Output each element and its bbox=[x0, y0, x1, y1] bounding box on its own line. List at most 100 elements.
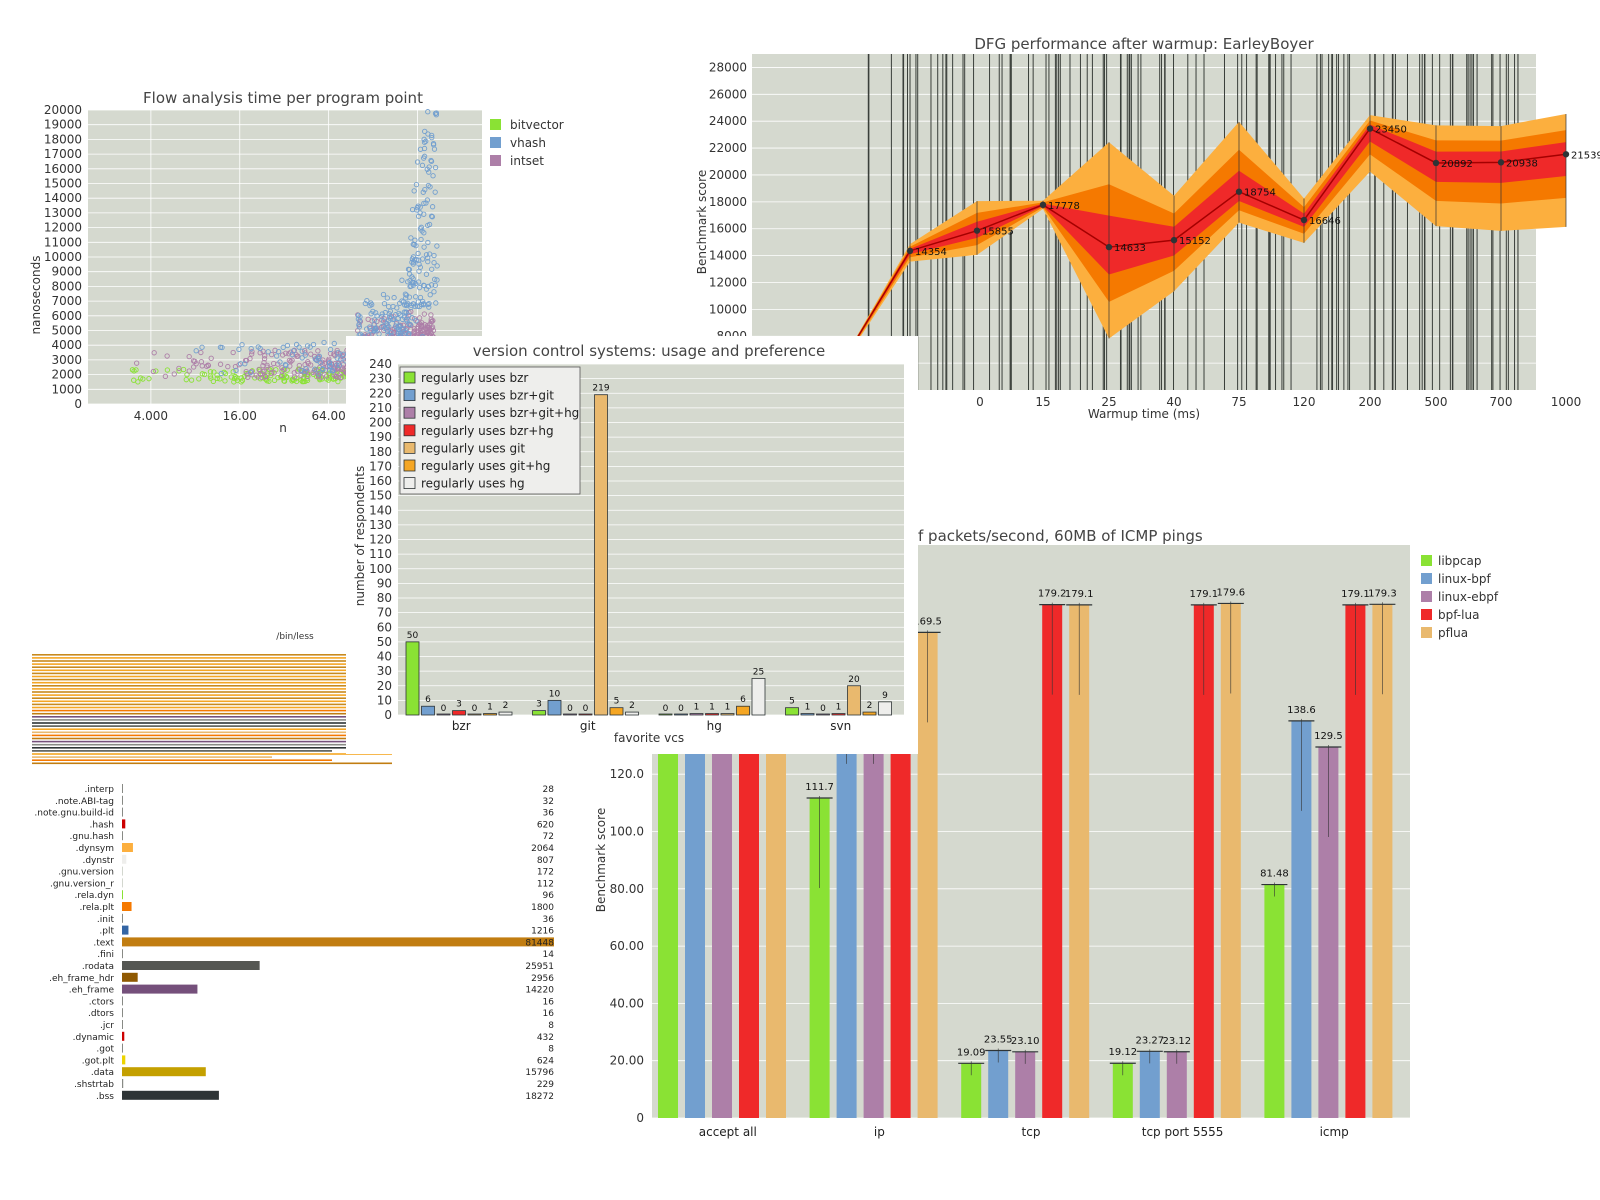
vhash-point bbox=[415, 299, 422, 305]
section-name: .gnu.version_r bbox=[50, 879, 114, 889]
section-bar bbox=[122, 984, 198, 994]
section-name: .shstrtab bbox=[74, 1080, 114, 1090]
intset-point bbox=[271, 370, 277, 376]
bar-label: 0 bbox=[567, 704, 573, 714]
vhash-point bbox=[431, 259, 437, 266]
y-tick-label: 60.00 bbox=[610, 939, 644, 953]
intset-point bbox=[208, 355, 214, 361]
bar-label: 1 bbox=[805, 703, 811, 713]
intset-point bbox=[191, 364, 197, 370]
bar bbox=[609, 707, 624, 716]
y-tick-label: 0 bbox=[74, 397, 82, 411]
y-tick-label: 17000 bbox=[44, 147, 82, 161]
intset-point bbox=[133, 360, 140, 366]
vhash-point bbox=[397, 300, 403, 306]
median-marker bbox=[1105, 243, 1113, 251]
vhash-point bbox=[320, 366, 326, 373]
section-stripe bbox=[32, 691, 554, 693]
section-stripe bbox=[32, 678, 554, 681]
legend-label: linux-bpf bbox=[1438, 572, 1492, 586]
section-value: 1216 bbox=[531, 927, 554, 937]
bitvector-point bbox=[176, 368, 182, 374]
legend-swatch bbox=[1421, 591, 1432, 602]
bar bbox=[751, 678, 766, 716]
vhash-point bbox=[293, 341, 300, 348]
intset-point bbox=[262, 373, 268, 379]
intset-point bbox=[305, 373, 311, 380]
bar bbox=[831, 713, 846, 716]
x-tick-label: tcp port 5555 bbox=[1142, 1125, 1224, 1139]
vhash-point bbox=[412, 294, 419, 300]
vhash-point bbox=[390, 316, 396, 323]
intset-point bbox=[263, 374, 269, 380]
vhash-point bbox=[317, 359, 323, 366]
y-axis-label: Benchmark score bbox=[695, 170, 709, 274]
bar bbox=[498, 711, 513, 716]
section-stripe bbox=[32, 743, 554, 746]
vhash-point bbox=[433, 300, 439, 306]
bar bbox=[483, 713, 497, 716]
y-tick-label: 3000 bbox=[51, 353, 82, 367]
intset-point bbox=[242, 357, 249, 364]
section-bar bbox=[122, 795, 123, 805]
vhash-point bbox=[409, 207, 416, 213]
bitvector-point bbox=[293, 378, 300, 385]
bitvector-point bbox=[211, 369, 217, 375]
legend-swatch bbox=[403, 442, 416, 454]
vhash-point bbox=[416, 257, 422, 263]
bitvector-point bbox=[238, 379, 244, 385]
section-stripe bbox=[32, 660, 554, 662]
legend-label: regularly uses hg bbox=[421, 477, 525, 491]
intset-point bbox=[427, 321, 433, 327]
bar-label: 2 bbox=[503, 701, 509, 711]
legend-label: regularly uses git bbox=[421, 441, 525, 455]
bar-label: 111.7 bbox=[805, 782, 834, 793]
x-axis-label: Warmup time (ms) bbox=[1088, 407, 1200, 421]
point-label: 15152 bbox=[1179, 236, 1211, 247]
intset-point bbox=[429, 324, 436, 330]
vhash-point bbox=[312, 366, 318, 372]
legend-label: regularly uses bzr+hg bbox=[421, 424, 554, 438]
vhash-point bbox=[409, 315, 415, 321]
dfg-performance-chart: DFG performance after warmup: EarleyBoye… bbox=[690, 30, 1600, 430]
section-stripe bbox=[32, 703, 554, 706]
vhash-point bbox=[434, 263, 440, 269]
vhash-point bbox=[283, 362, 289, 368]
section-stripe bbox=[32, 681, 554, 684]
vhash-point bbox=[425, 239, 431, 246]
point-label: 21539 bbox=[1571, 150, 1600, 161]
bitvector-point bbox=[239, 377, 246, 384]
vhash-point bbox=[426, 221, 433, 228]
point-label: 20938 bbox=[1506, 158, 1538, 169]
vhash-point bbox=[420, 189, 426, 195]
intset-point bbox=[162, 373, 169, 380]
intset-point bbox=[428, 319, 434, 325]
vhash-point bbox=[335, 350, 341, 356]
y-tick-label: 10000 bbox=[44, 250, 82, 264]
bitvector-point bbox=[153, 368, 159, 374]
bar bbox=[1139, 1051, 1160, 1118]
section-name: .dynamic bbox=[73, 1033, 114, 1043]
vhash-point bbox=[406, 294, 413, 300]
section-bar bbox=[122, 902, 132, 911]
legend-box bbox=[399, 366, 581, 495]
vhash-point bbox=[429, 132, 435, 139]
bitvector-point bbox=[214, 375, 220, 381]
y-tick-label: 19000 bbox=[44, 118, 82, 132]
section-bar bbox=[122, 972, 138, 982]
bitvector-point bbox=[199, 371, 205, 377]
vhash-point bbox=[428, 157, 434, 164]
legend-swatch bbox=[403, 389, 416, 401]
section-bar bbox=[122, 961, 260, 970]
intset-point bbox=[422, 326, 429, 332]
legend-label: regularly uses git+hg bbox=[421, 459, 550, 473]
section-bar bbox=[122, 819, 126, 829]
legend-swatch bbox=[403, 424, 416, 437]
vhash-point bbox=[406, 266, 413, 273]
y-tick-label: 20000 bbox=[44, 103, 82, 117]
section-bar bbox=[122, 925, 129, 935]
section-name: .hash bbox=[90, 820, 114, 830]
x-axis-label: favorite vcs bbox=[614, 731, 684, 745]
bar-label: 6 bbox=[425, 695, 431, 705]
y-tick-label: 0 bbox=[636, 1111, 644, 1125]
